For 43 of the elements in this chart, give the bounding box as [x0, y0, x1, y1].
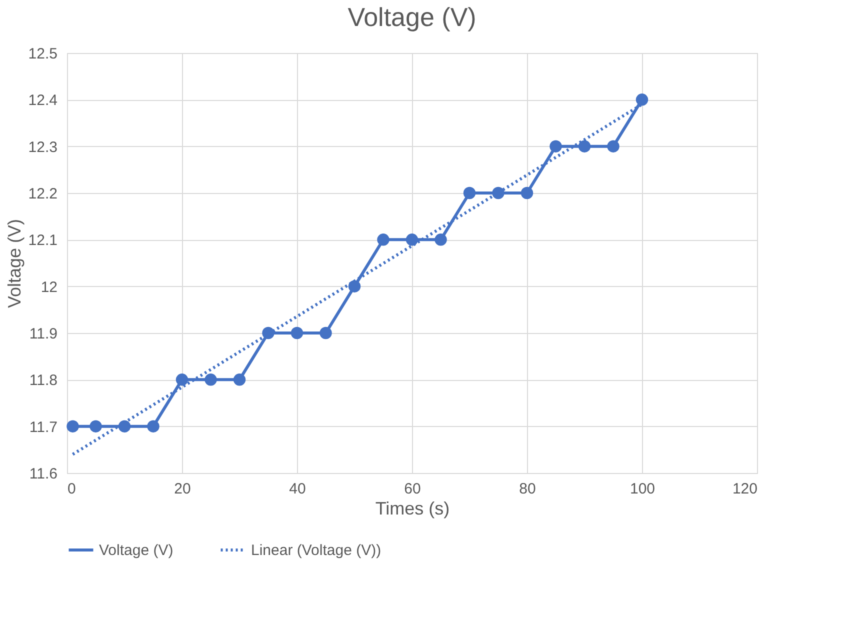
y-tick-label: 12: [40, 278, 58, 296]
x-tick-label: 20: [174, 480, 191, 498]
point: [176, 374, 188, 386]
point: [90, 420, 102, 432]
point: [320, 326, 332, 340]
point: [233, 374, 246, 386]
legend-label: Voltage (V): [99, 542, 174, 559]
chart-title: Voltage (V): [348, 2, 476, 32]
point: [406, 234, 418, 246]
point: [290, 326, 304, 340]
y-axis-title: Voltage (V): [4, 218, 24, 308]
y-tick-label: 12.4: [28, 92, 58, 110]
y-tick-label: 11.6: [29, 466, 58, 482]
y-tick-label: 12.1: [28, 232, 58, 250]
y-tick-label: 12.5: [28, 46, 58, 62]
x-tick-label: 120: [732, 480, 758, 498]
y-tick-label: 11.8: [29, 372, 58, 390]
point: [636, 94, 648, 106]
point: [377, 234, 390, 246]
y-tick-label: 11.7: [29, 418, 58, 436]
x-tick-label: 100: [630, 480, 656, 498]
legend-label: Linear (Voltage (V)): [251, 542, 382, 559]
point: [262, 326, 274, 340]
point: [550, 140, 562, 152]
x-axis-title: Times (s): [375, 498, 450, 518]
point: [434, 234, 447, 246]
x-tick-label: 0: [68, 480, 76, 498]
point: [348, 280, 361, 292]
point: [66, 420, 79, 432]
y-tick-label: 12.2: [28, 186, 58, 202]
x-tick-label: 60: [404, 480, 421, 498]
point: [492, 186, 504, 200]
point: [578, 140, 591, 152]
x-tick-label: 80: [519, 480, 536, 498]
point: [147, 420, 160, 432]
y-tick-label: 11.9: [29, 326, 58, 342]
point: [520, 186, 534, 200]
point: [463, 186, 476, 200]
y-tick-label: 12.3: [28, 138, 58, 156]
point: [607, 140, 620, 152]
point: [118, 420, 131, 432]
point: [204, 374, 217, 386]
x-tick-label: 40: [289, 480, 306, 498]
